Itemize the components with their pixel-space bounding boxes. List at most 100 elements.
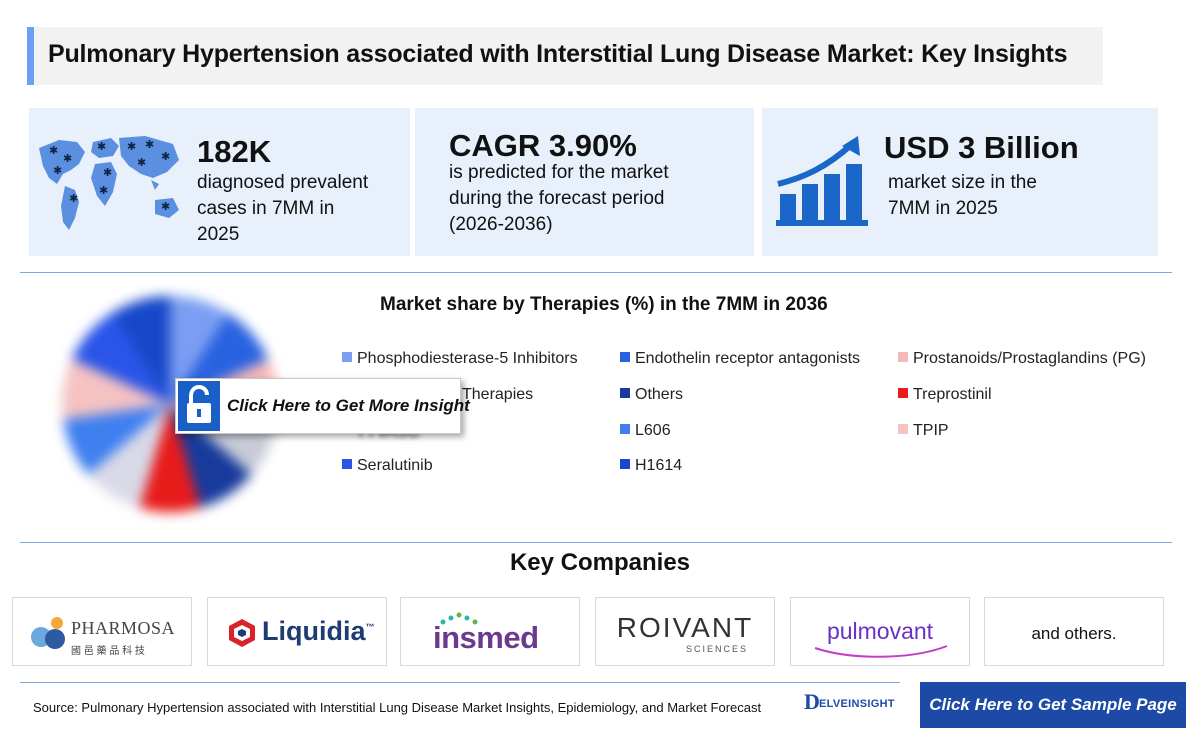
pie-slice [71,313,170,404]
company-name: Liquidia™ [262,616,375,647]
legend-item: TPIP [898,422,949,440]
stat-description: market size in the 7MM in 2025 [888,170,1037,222]
svg-text:✱: ✱ [145,138,154,151]
stat-value: 182K [197,134,272,169]
insight-popup-button[interactable]: Click Here to Get More Insight [175,378,470,434]
legend-label: TPIP [913,422,949,439]
legend-label: Therapies [462,386,534,403]
pie-slice [139,404,201,512]
liquidia-logo-icon [229,619,255,647]
company-sub: SCIENCES [685,644,748,654]
company-logo-pulmovant: pulmovant [790,597,970,666]
pie-slice [88,404,170,508]
world-map-icon: ✱✱✱✱ ✱✱✱ ✱ ✱✱✱✱ [39,136,179,230]
title-bar: Pulmonary Hypertension associated with I… [27,27,1103,85]
legend-item: L606 [620,422,671,440]
company-logo-roivant: ROIVANT SCIENCES [595,597,775,666]
company-others: and others. [984,597,1164,666]
others-text: and others. [1031,624,1117,643]
svg-text:✱: ✱ [69,192,78,205]
chart-title: Market share by Therapies (%) in the 7MM… [380,294,828,315]
legend-swatch [620,388,630,398]
insmed-dots-icon [440,612,478,625]
company-name: pulmovant [826,618,934,644]
key-companies-title: Key Companies [509,549,691,576]
pie-slice [63,404,170,475]
stat-line: 2025 [197,224,240,245]
company-name-text: Liquidia [262,616,366,646]
svg-text:✱: ✱ [99,184,108,197]
svg-text:✱: ✱ [127,140,136,153]
legend-swatch [898,388,908,398]
stat-line: market size in the [888,172,1037,193]
insight-link-label: Click Here to Get More Insight [227,396,470,415]
divider [20,682,900,683]
legend-item: Therapies [462,386,533,404]
company-sub: 國 邑 藥 品 科 技 [71,646,145,657]
lock-icon-box [178,381,220,431]
legend-label: Seralutinib [357,457,433,474]
legend-label: Prostanoids/Prostaglandins (PG) [913,350,1146,367]
pie-slice [111,296,170,404]
legend-label: Endothelin receptor antagonists [635,350,861,367]
stat-value: USD 3 Billion [884,130,1079,165]
legend-item: Phosphodiesterase-5 Inhibitors [342,350,578,368]
svg-text:✱: ✱ [137,156,146,169]
stat-card-prevalence: ✱ ✱ ✱ ✱ ✱ ✱ ✱ ✱ ✱ ✱ ✱ ✱ 182K diagnosed prevalent … [29,108,410,256]
legend-swatch [898,352,908,362]
legend-swatch [620,459,630,469]
divider [20,542,1172,543]
legend-swatch [342,352,352,362]
pie-slice [61,359,170,420]
stat-description: is predicted for the market during the f… [449,160,669,238]
legend-swatch [342,459,352,469]
pie-slice [170,296,229,404]
delveinsight-logo: D ELVEINSIGHT [804,689,904,717]
legend-item: Seralutinib [342,457,433,475]
stat-line: during the forecast period [449,188,665,209]
stat-line: 7MM in 2025 [888,198,998,219]
legend-label: Phosphodiesterase-5 Inhibitors [357,350,578,367]
legend-item: Treprostinil [898,386,992,404]
svg-text:✱: ✱ [49,144,58,157]
legend-item: Endothelin receptor antagonists [620,350,860,368]
svg-text:✱: ✱ [161,200,170,213]
company-name: PHARMOSA [71,618,176,638]
pulmovant-swoosh-icon [814,645,948,658]
company-logo-liquidia: Liquidia™ [207,597,387,666]
svg-text:✱: ✱ [53,164,62,177]
stat-description: diagnosed prevalent cases in 7MM in 2025 [197,170,368,248]
lock-icon [187,384,211,423]
stat-line: cases in 7MM in [197,198,335,219]
stat-card-cagr: CAGR 3.90% is predicted for the market d… [415,108,754,256]
company-logo-pharmosa: PHARMOSA 國 邑 藥 品 科 技 [12,597,192,666]
svg-text:✱: ✱ [103,166,112,179]
logo-initial: D [804,689,820,714]
legend-swatch [620,424,630,434]
company-name: insmed [433,620,539,655]
legend-label: L606 [635,422,671,439]
legend-label: Others [635,386,684,403]
pharmosa-logo-icon [31,617,65,649]
svg-text:✱: ✱ [63,152,72,165]
source-text: Source: Pulmonary Hypertension associate… [33,700,762,715]
sample-page-button[interactable]: Click Here to Get Sample Page [920,682,1186,728]
legend-swatch [898,424,908,434]
legend-swatch [620,352,630,362]
stat-line: diagnosed prevalent [197,172,369,193]
stat-card-market-size: USD 3 Billion market size in the 7MM in … [762,108,1158,256]
company-logo-insmed: insmed [400,597,580,666]
svg-text:✱: ✱ [161,150,170,163]
page-title: Pulmonary Hypertension associated with I… [48,40,1068,68]
legend-item: Prostanoids/Prostaglandins (PG) [898,350,1146,368]
logo-text: ELVEINSIGHT [819,698,895,710]
stat-line: (2026-2036) [449,214,553,235]
divider [20,272,1172,273]
trademark-mark: ™ [365,622,375,632]
stat-line: is predicted for the market [449,162,669,183]
stat-value: CAGR 3.90% [449,128,637,163]
legend-item: Others [620,386,683,404]
svg-text:✱: ✱ [97,140,106,153]
company-name: ROIVANT [616,612,754,643]
legend-label: H1614 [635,457,683,474]
